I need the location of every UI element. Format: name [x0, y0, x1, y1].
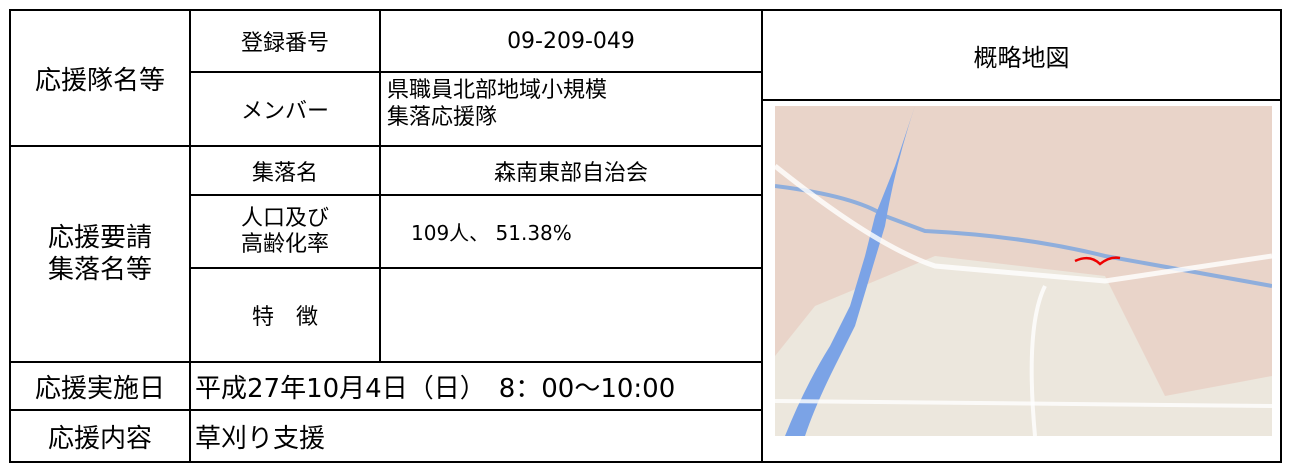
cell: 平成27年10月4日（日） 8：00～10:00 [189, 361, 763, 411]
value: 県職員北部地域小規模集落応援隊 [387, 77, 611, 131]
value: 109人、 51.38% [411, 217, 572, 246]
cell: 109人、 51.38% [379, 194, 763, 269]
cell [761, 99, 1282, 463]
value: 森南東部自治会 [494, 155, 648, 187]
value: 平成27年10月4日（日） 8：00～10:00 [195, 368, 675, 405]
cell: 登録番号 [189, 9, 381, 73]
heading: 応援隊名等 [35, 60, 165, 97]
label: 特 徴 [252, 299, 318, 331]
cell [379, 267, 763, 363]
label: 集落名 [252, 155, 318, 187]
cell: 応援実施日 [9, 361, 191, 411]
cell: 概略地図 [761, 9, 1282, 101]
cell: 応援隊名等 [9, 9, 191, 147]
heading: 応援要請集落名等 [48, 222, 152, 286]
cell: 人口及び高齢化率 [189, 194, 381, 269]
map-image [775, 106, 1272, 436]
label: 応援内容 [48, 418, 152, 455]
cell: 森南東部自治会 [379, 145, 763, 196]
label: メンバー [241, 93, 329, 125]
heading: 概略地図 [974, 38, 1070, 73]
cell: 特 徴 [189, 267, 381, 363]
cell: 09-209-049 [379, 9, 763, 73]
label: 登録番号 [241, 25, 329, 57]
cell: メンバー [189, 71, 381, 147]
cell: 県職員北部地域小規模集落応援隊 [379, 71, 763, 147]
label: 人口及び高齢化率 [238, 206, 333, 258]
value: 09-209-049 [507, 29, 635, 54]
value: 草刈り支援 [195, 418, 325, 455]
label: 応援実施日 [35, 368, 165, 405]
cell: 草刈り支援 [189, 409, 763, 463]
cell: 応援要請集落名等 [9, 145, 191, 363]
cell: 集落名 [189, 145, 381, 196]
document: 応援隊名等 登録番号 09-209-049 メンバー 県職員北部地域小規模集落応… [0, 0, 1292, 464]
cell: 応援内容 [9, 409, 191, 463]
